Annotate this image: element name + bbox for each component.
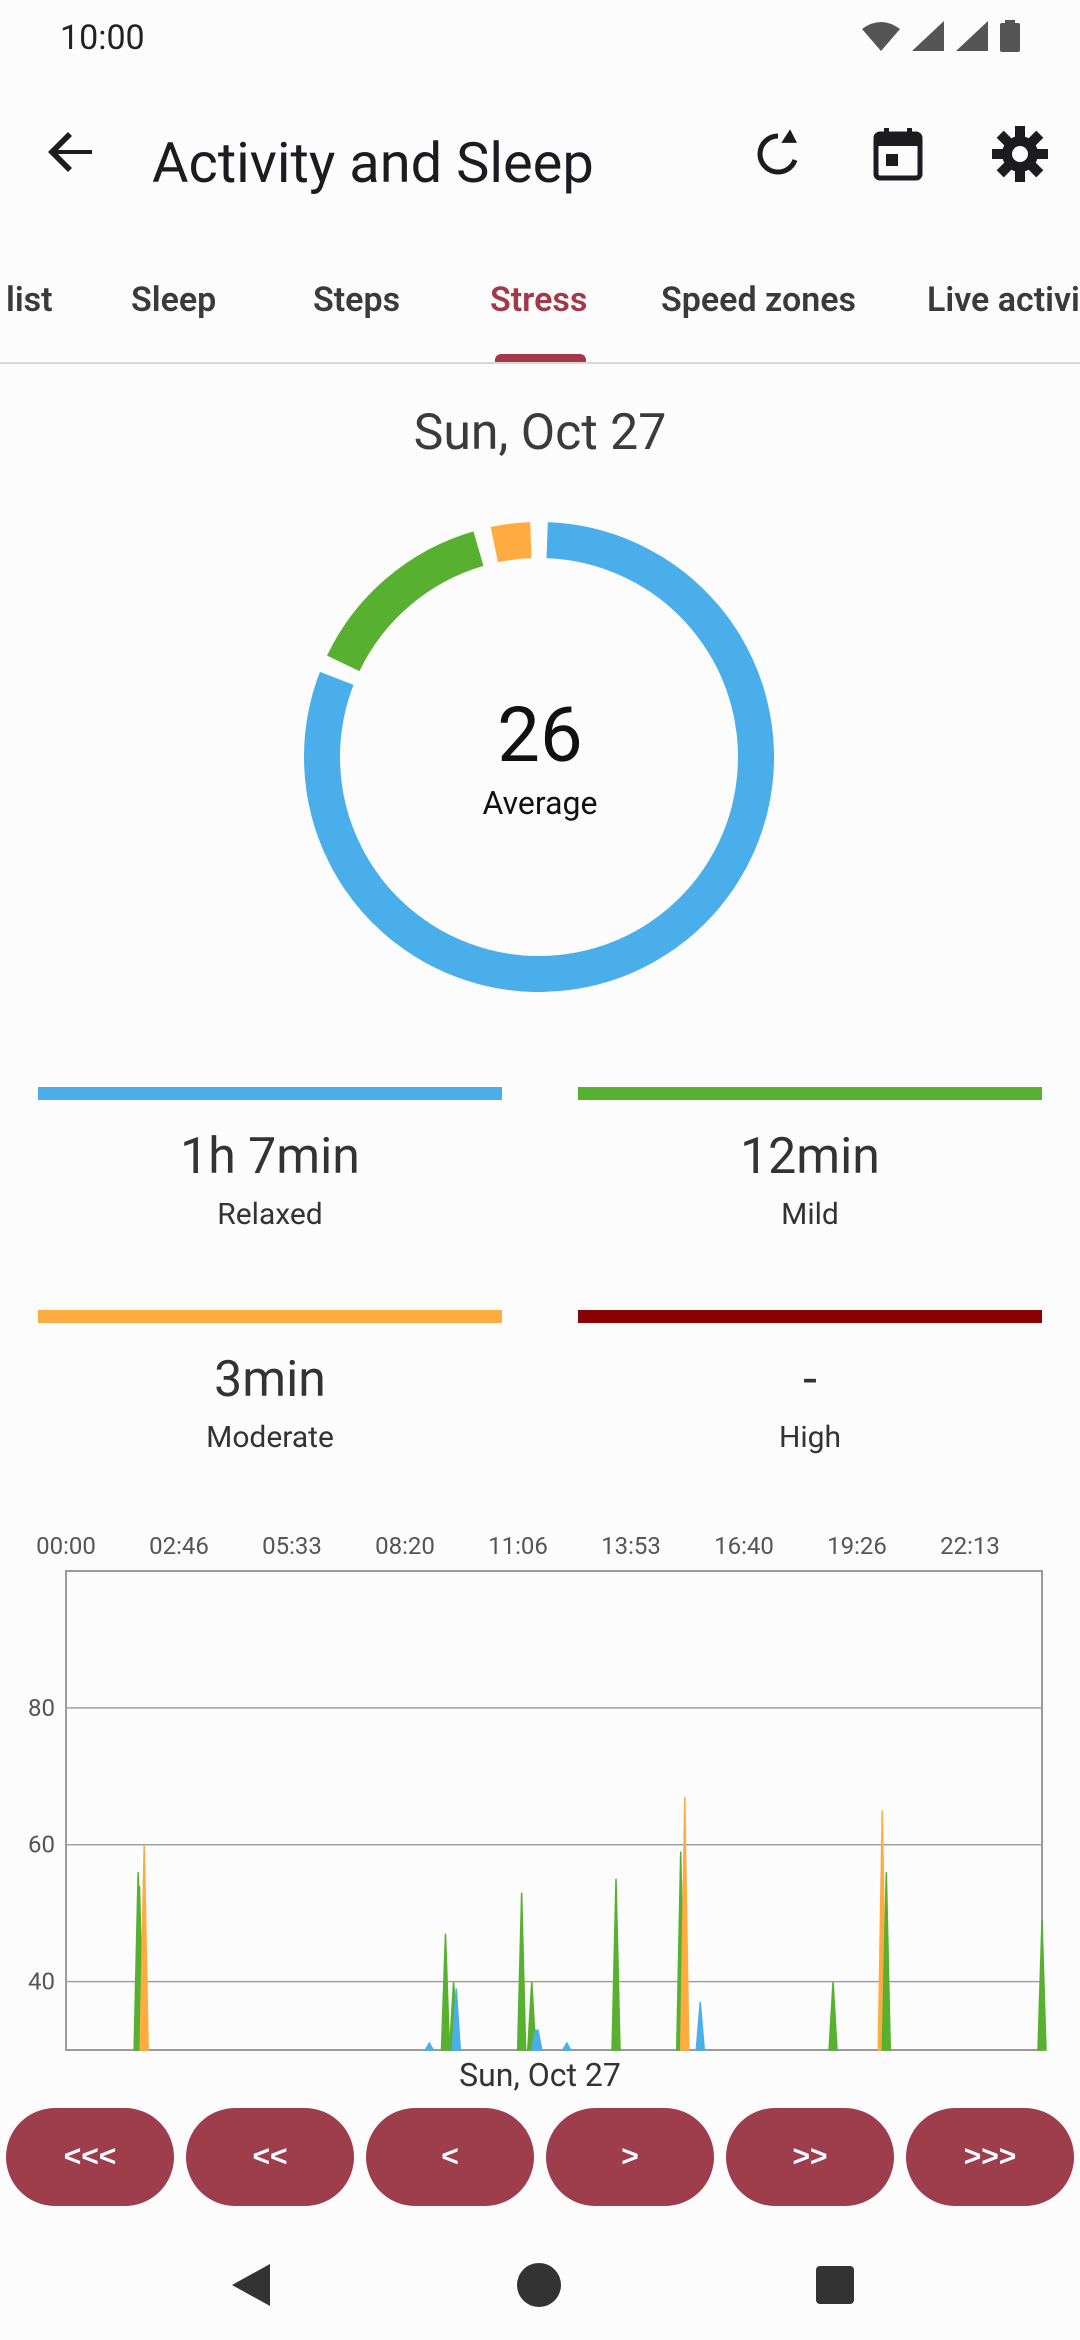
x-tick-label: 08:20: [375, 1532, 435, 1560]
tab-list[interactable]: list: [6, 280, 53, 320]
x-tick-label: 13:53: [601, 1532, 661, 1560]
donut-segment-moderate: [490, 522, 532, 563]
calendar-button[interactable]: [868, 124, 928, 184]
moderate-label: Moderate: [206, 1420, 334, 1455]
status-icons: [862, 20, 1020, 52]
next-day-button[interactable]: >: [546, 2108, 714, 2206]
arrow-back-icon: [48, 132, 92, 172]
stress-donut-chart: [304, 522, 774, 992]
x-tick-label: 19:26: [827, 1532, 887, 1560]
system-home-icon[interactable]: [514, 2260, 564, 2310]
stress-spike-mild: [516, 1892, 527, 2051]
gear-icon: [992, 126, 1048, 182]
mild-color-bar: [578, 1087, 1042, 1100]
stress-spike-mild: [881, 1872, 892, 2051]
stress-timeline-chart: 40 60 80 00:00 02:46 05:33 08:20 11:06 13:53 16:4…: [28, 1532, 1047, 2051]
system-back-icon[interactable]: [226, 2260, 276, 2310]
tab-live-activity[interactable]: Live activi: [927, 280, 1080, 320]
status-time: 10:00: [60, 18, 145, 58]
tab-indicator: [495, 354, 586, 362]
donut-segment-relaxed: [304, 522, 774, 992]
previous-week-button[interactable]: <<: [186, 2108, 354, 2206]
page-title: Activity and Sleep: [152, 130, 594, 196]
y-tick-label: 60: [28, 1831, 55, 1859]
moderate-color-bar: [38, 1310, 502, 1323]
calendar-icon: [873, 128, 923, 181]
x-tick-label: 16:40: [714, 1532, 774, 1560]
tab-speed-zones[interactable]: Speed zones: [661, 280, 857, 320]
stress-spike-relaxed: [561, 2041, 573, 2051]
stress-spike-mild: [440, 1933, 451, 2051]
refresh-icon: [757, 129, 798, 175]
mild-label: Mild: [781, 1197, 839, 1232]
high-color-bar: [578, 1310, 1042, 1323]
chart-frame: [65, 1570, 1043, 2051]
x-tick-label: 02:46: [149, 1532, 209, 1560]
system-navigation-bar: [0, 2240, 1080, 2340]
x-tick-label: 00:00: [36, 1532, 96, 1560]
back-button[interactable]: [40, 120, 104, 184]
relaxed-color-bar: [38, 1087, 502, 1100]
stress-spike-mild: [828, 1981, 838, 2051]
x-tick-label: 22:13: [940, 1532, 1000, 1560]
tab-steps[interactable]: Steps: [313, 280, 401, 320]
stress-spike-relaxed: [423, 2041, 435, 2051]
system-recents-icon[interactable]: [812, 2262, 858, 2308]
date-title: Sun, Oct 27: [413, 404, 667, 462]
y-tick-label: 80: [28, 1694, 55, 1722]
relaxed-duration: 1h 7min: [180, 1128, 360, 1186]
x-tick-label: 11:06: [488, 1532, 548, 1560]
mild-duration: 12min: [740, 1128, 880, 1186]
relaxed-label: Relaxed: [217, 1197, 323, 1232]
wifi-icon: [862, 22, 900, 51]
next-week-button[interactable]: >>: [726, 2108, 894, 2206]
signal-icon: [912, 21, 944, 51]
refresh-button[interactable]: [748, 124, 808, 184]
first-button[interactable]: <<<: [6, 2108, 174, 2206]
signal-icon-2: [956, 21, 988, 51]
high-label: High: [778, 1420, 842, 1455]
stress-spike-relaxed: [695, 2002, 706, 2051]
average-value: 26: [497, 690, 583, 780]
previous-day-button[interactable]: <: [366, 2108, 534, 2206]
stress-spike-moderate: [680, 1796, 690, 2051]
average-label: Average: [482, 784, 598, 822]
tab-sleep[interactable]: Sleep: [131, 280, 217, 320]
chart-date-caption: Sun, Oct 27: [459, 2056, 621, 2094]
stress-spike-relaxed: [451, 1988, 462, 2051]
settings-button[interactable]: [990, 124, 1050, 184]
y-tick-label: 40: [28, 1968, 55, 1996]
stress-spike-moderate: [139, 1844, 149, 2051]
stress-spike-relaxed: [532, 2029, 543, 2051]
stress-spike-mild: [1037, 1919, 1047, 2051]
battery-icon: [1000, 20, 1020, 52]
x-tick-label: 05:33: [262, 1532, 322, 1560]
high-duration: -: [803, 1351, 817, 1409]
moderate-duration: 3min: [214, 1351, 326, 1409]
stress-spike-mild: [611, 1878, 621, 2051]
donut-segment-mild: [327, 531, 484, 672]
last-button[interactable]: >>>: [906, 2108, 1074, 2206]
tab-stress[interactable]: Stress: [490, 280, 588, 320]
tab-bar: list Sleep Steps Stress Speed zones Live…: [0, 262, 1080, 364]
